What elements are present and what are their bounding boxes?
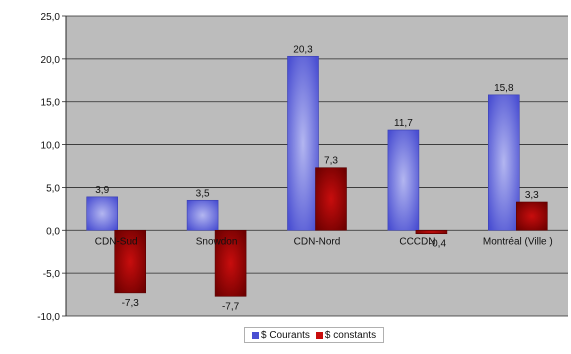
data-label: -7,7 (222, 301, 240, 312)
data-label: 7,3 (324, 156, 338, 167)
bar-constants (114, 229, 146, 294)
legend-item-courants: $ Courants (252, 330, 310, 341)
bar-courants (86, 196, 118, 231)
bar-constants (515, 201, 548, 231)
data-label: -0,4 (429, 239, 447, 250)
data-label: -7,3 (122, 298, 140, 309)
y-tick-label: 0,0 (46, 226, 60, 237)
data-label: 3,3 (525, 190, 539, 201)
bar-courants (387, 129, 420, 231)
legend-label-courants: $ Courants (261, 329, 310, 341)
x-tick-label: CDN-Nord (294, 236, 341, 247)
data-label: 15,8 (494, 83, 514, 94)
bar-courants (287, 55, 319, 231)
data-label: 3,5 (196, 188, 210, 199)
y-tick-label: 5,0 (46, 183, 60, 194)
legend-swatch-constants (315, 331, 323, 339)
y-tick-label: 20,0 (41, 55, 61, 66)
data-label: 3,9 (95, 185, 109, 196)
y-tick-label: 15,0 (41, 98, 61, 109)
y-tick-label: -10,0 (37, 312, 60, 323)
x-tick-label: CDN-Sud (95, 236, 138, 247)
y-tick-label: 25,0 (41, 12, 61, 23)
data-label: 11,7 (394, 118, 413, 129)
bar-courants (186, 199, 219, 231)
data-label: 20,3 (293, 44, 313, 55)
y-tick-label: 10,0 (41, 141, 61, 152)
bar-constants (315, 167, 347, 231)
legend: $ Courants $ constants (244, 327, 385, 343)
x-tick-label: CCCDN (399, 236, 435, 247)
x-tick-label: Montréal (Ville ) (483, 236, 553, 247)
legend-item-constants: $ constants (315, 329, 377, 341)
y-tick-label: -5,0 (43, 269, 61, 280)
legend-swatch-courants (252, 331, 259, 339)
bar-courants (487, 94, 520, 231)
bar-constants (214, 229, 247, 297)
x-tick-label: Snowdon (196, 236, 238, 247)
legend-label-constants: $ constants (324, 329, 377, 341)
bar-constants (415, 229, 448, 235)
